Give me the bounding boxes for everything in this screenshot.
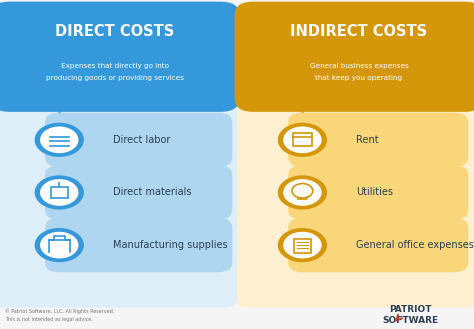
Text: Direct materials: Direct materials	[113, 188, 192, 197]
Text: producing goods or providing services: producing goods or providing services	[46, 75, 184, 81]
Circle shape	[40, 126, 79, 153]
Text: This is not intended as legal advice.: This is not intended as legal advice.	[5, 316, 92, 322]
Circle shape	[278, 123, 327, 157]
Circle shape	[278, 175, 327, 210]
Text: Utilities: Utilities	[356, 188, 393, 197]
Text: that keep you operating: that keep you operating	[316, 75, 402, 81]
FancyBboxPatch shape	[235, 2, 474, 112]
FancyBboxPatch shape	[0, 2, 237, 308]
Text: Expenses that directly go into: Expenses that directly go into	[61, 63, 169, 69]
Text: General business expenses: General business expenses	[310, 63, 409, 69]
Circle shape	[35, 123, 84, 157]
Circle shape	[35, 175, 84, 210]
FancyBboxPatch shape	[288, 165, 468, 220]
FancyBboxPatch shape	[45, 165, 232, 220]
Text: Direct labor: Direct labor	[113, 135, 171, 145]
FancyBboxPatch shape	[288, 113, 468, 167]
Text: INDIRECT COSTS: INDIRECT COSTS	[291, 24, 428, 39]
FancyBboxPatch shape	[237, 2, 474, 308]
Circle shape	[283, 179, 322, 206]
Circle shape	[40, 232, 79, 259]
Text: Manufacturing supplies: Manufacturing supplies	[113, 240, 228, 250]
Text: PATRIOT: PATRIOT	[389, 305, 431, 314]
FancyBboxPatch shape	[45, 218, 232, 272]
Text: SOFTWARE: SOFTWARE	[382, 316, 438, 325]
FancyBboxPatch shape	[288, 218, 468, 272]
Circle shape	[283, 232, 322, 259]
Circle shape	[35, 228, 84, 262]
Text: © Patriot Software, LLC. All Rights Reserved.: © Patriot Software, LLC. All Rights Rese…	[5, 308, 114, 314]
FancyBboxPatch shape	[45, 113, 232, 167]
FancyBboxPatch shape	[0, 2, 239, 112]
Circle shape	[278, 228, 327, 262]
Circle shape	[40, 179, 79, 206]
Text: General office expenses: General office expenses	[356, 240, 474, 250]
Circle shape	[283, 126, 322, 153]
Text: DIRECT COSTS: DIRECT COSTS	[55, 24, 174, 39]
Text: Rent: Rent	[356, 135, 379, 145]
